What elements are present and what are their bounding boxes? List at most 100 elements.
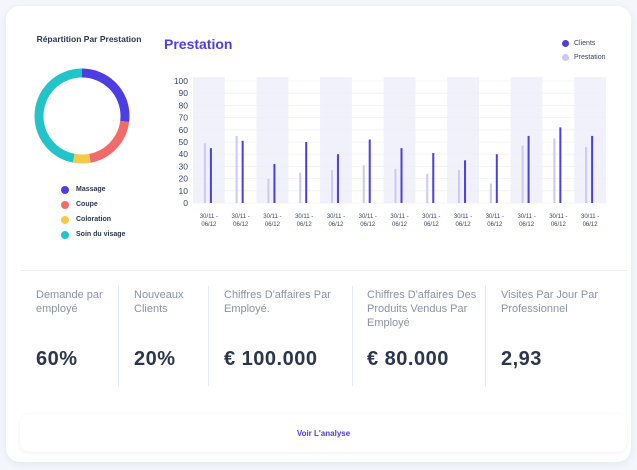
kpi-value: € 80.000 (367, 348, 449, 370)
kpi-label: Chiffres D'affaires Des Produits Vendus … (367, 289, 477, 329)
y-tick-label: 40 (179, 149, 189, 159)
kpi-demande-par-employe: Demande par employé 60% (36, 270, 126, 394)
y-tick-label: 50 (179, 137, 189, 147)
y-tick-label: 10 (179, 186, 189, 196)
legend-item-soin-du-visage: Soin du visage (61, 227, 125, 242)
x-tick-label: 06/12 (360, 222, 376, 228)
x-tick-label: 30/11 - (581, 214, 599, 220)
x-tick-label: 30/11 - (200, 214, 218, 220)
voir-analyse-button[interactable]: Voir L'analyse (20, 414, 627, 452)
chart-legend: Clients Prestation (562, 36, 606, 64)
x-tick-label: 30/11 - (359, 214, 377, 220)
x-tick-label: 06/12 (233, 222, 249, 228)
bar-clients (305, 142, 308, 203)
y-tick-label: 90 (179, 88, 189, 98)
column-shade (256, 77, 289, 203)
bar-prestation (330, 170, 333, 203)
legend-label: Coloration (76, 216, 111, 223)
x-tick-label: 06/12 (487, 222, 503, 228)
kpi-visites-par-jour: Visites Par Jour Par Professionnel 2,93 (501, 270, 621, 394)
bar-clients (241, 140, 244, 203)
bar-chart: 0 10 20 30 40 50 60 70 80 90 100 30/11 - 06/12 30/11 … (174, 76, 606, 228)
bar-clients (527, 135, 530, 203)
dashboard-card: Répartition Par Prestation Massage Coupe… (6, 6, 631, 462)
legend-item-coupe: Coupe (61, 197, 125, 212)
donut-panel: Répartition Par Prestation (24, 34, 154, 45)
x-tick-label: 06/12 (583, 222, 599, 228)
x-tick-label: 06/12 (551, 222, 567, 228)
kpi-value: 20% (134, 348, 176, 370)
kpi-label: Visites Par Jour Par Professionnel (501, 289, 599, 315)
kpi-nouveaux-clients: Nouveaux Clients 20% (134, 270, 214, 394)
x-tick-label: 06/12 (328, 222, 344, 228)
donut-slice-soin-du-visage (34, 68, 130, 164)
bar-prestation (394, 168, 397, 203)
kpi-row: Demande par employé 60% Nouveaux Clients… (20, 270, 627, 394)
column-shade (447, 77, 479, 203)
y-tick-label: 30 (179, 161, 189, 171)
kpi-separator (352, 286, 353, 386)
y-tick-label: 80 (179, 100, 189, 110)
bar-prestation (426, 173, 429, 203)
legend-label: Massage (76, 186, 106, 193)
y-tick-label: 0 (183, 198, 188, 208)
bar-clients (209, 148, 212, 203)
legend-dot (61, 185, 69, 194)
kpi-separator (208, 286, 209, 386)
legend-item-coloration: Coloration (61, 212, 125, 227)
chart-legend-prestation: Prestation (562, 50, 606, 64)
bar-prestation (553, 138, 556, 203)
kpi-separator (485, 286, 486, 386)
legend-dot (562, 39, 569, 47)
bar-clients (495, 154, 498, 203)
kpi-label: Chiffres D'affaires Par Employé. (224, 289, 331, 315)
chart-legend-clients: Clients (562, 36, 606, 50)
y-tick-label: 60 (179, 125, 189, 135)
x-tick-label: 30/11 - (232, 214, 250, 220)
bar-prestation (267, 178, 270, 203)
x-tick-label: 30/11 - (486, 214, 504, 220)
bar-prestation (299, 172, 302, 203)
x-tick-label: 30/11 - (517, 214, 535, 220)
bar-clients (432, 152, 435, 203)
bar-prestation (521, 145, 524, 203)
column-shade (510, 77, 543, 203)
y-tick-label: 70 (179, 113, 189, 123)
column-shade (193, 77, 225, 203)
donut-legend: Massage Coupe Coloration Soin du visage (61, 182, 125, 242)
bar-clients (559, 127, 562, 203)
x-tick-label: 30/11 - (263, 214, 281, 220)
x-tick-label: 30/11 - (549, 214, 567, 220)
x-tick-label: 06/12 (392, 222, 408, 228)
kpi-value: € 100.000 (224, 348, 318, 370)
y-tick-label: 20 (179, 174, 189, 184)
bar-prestation (585, 146, 588, 203)
legend-dot (61, 215, 69, 224)
x-tick-label: 30/11 - (422, 214, 440, 220)
bar-clients (368, 139, 371, 203)
kpi-label: Demande par employé (36, 289, 103, 315)
bar-prestation (203, 143, 206, 203)
x-tick-label: 30/11 - (454, 214, 472, 220)
donut-title: Répartition Par Prestation (36, 34, 142, 44)
legend-label: Coupe (76, 201, 98, 208)
legend-dot (61, 230, 69, 239)
bar-prestation (458, 170, 461, 203)
donut-chart (34, 68, 130, 164)
bar-prestation (362, 165, 365, 203)
legend-label: Prestation (574, 53, 606, 61)
x-tick-label: 06/12 (201, 222, 217, 228)
column-shade (383, 77, 416, 203)
kpi-ca-par-employe: Chiffres D'affaires Par Employé. € 100.0… (224, 270, 354, 394)
donut-slice-coloration (34, 68, 130, 164)
kpi-label: Nouveaux Clients (134, 289, 184, 315)
bar-clients (273, 163, 276, 203)
legend-dot (562, 53, 569, 61)
bar-clients (336, 154, 339, 203)
kpi-ca-produits-vendus: Chiffres D'affaires Des Produits Vendus … (367, 270, 492, 394)
divider (20, 270, 627, 271)
column-shade (574, 77, 606, 203)
legend-item-massage: Massage (61, 182, 125, 197)
x-tick-label: 30/11 - (295, 214, 313, 220)
legend-dot (61, 200, 69, 209)
